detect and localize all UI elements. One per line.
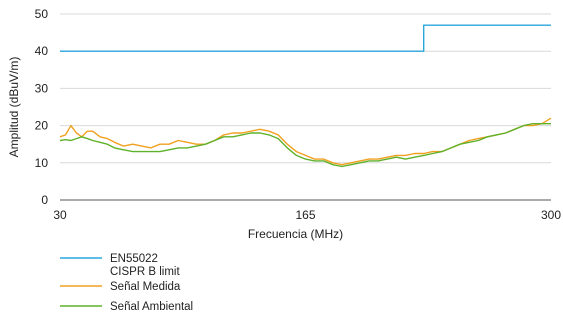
y-tick-label: 10	[35, 156, 49, 170]
series-line-3	[59, 123, 551, 168]
x-tick-label: 300	[541, 208, 561, 222]
series-line-1	[60, 24, 551, 52]
x-tick-label: 165	[295, 208, 315, 222]
y-tick-label: 40	[35, 44, 49, 58]
x-tick-label: 30	[53, 208, 67, 222]
y-tick-label: 50	[35, 7, 49, 21]
legend-label: Señal Medida	[110, 281, 181, 293]
y-tick-label: 20	[35, 119, 49, 133]
legend-label: EN55022 CISPR B limit	[110, 253, 180, 278]
x-tick-labels: 30 165 300	[53, 208, 561, 222]
y-tick-label: 0	[41, 193, 48, 207]
legend-label: Señal Ambiental	[110, 301, 193, 313]
series-line-2	[59, 117, 552, 166]
y-tick-labels: 0 10 20 30 40 50	[35, 7, 49, 207]
chart-series	[59, 24, 552, 168]
legend: EN55022 CISPR B limit Señal Medida Señal Am…	[60, 253, 193, 313]
y-axis-label: Amplitud (dBuV/m)	[7, 57, 21, 158]
x-axis-label: Frecuencia (MHz)	[248, 227, 343, 241]
y-tick-label: 30	[35, 81, 49, 95]
